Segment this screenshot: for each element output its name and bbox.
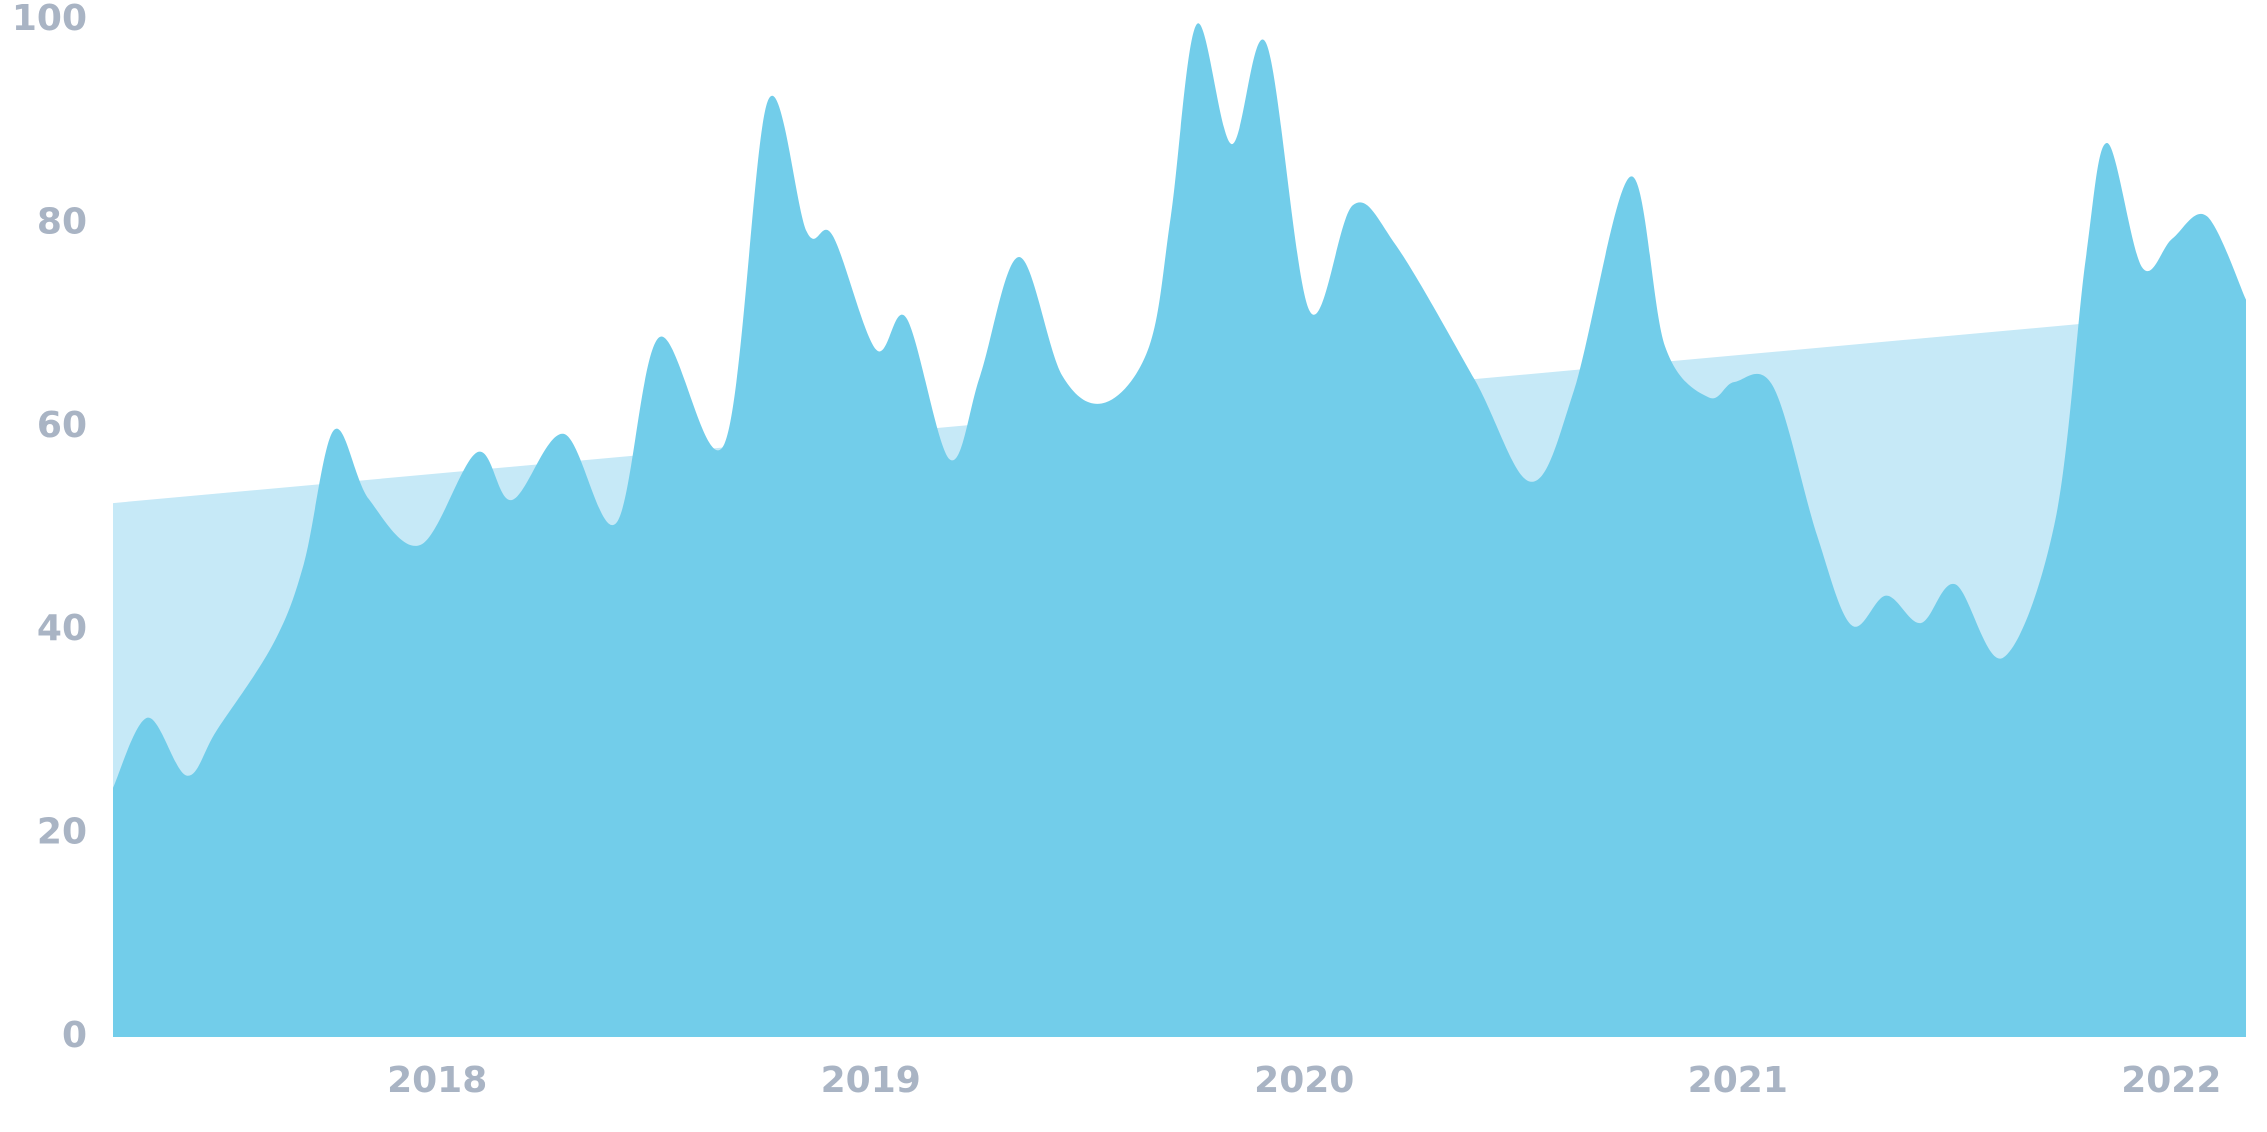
- y-tick-label: 40: [37, 608, 87, 649]
- y-tick-label: 0: [62, 1015, 87, 1056]
- y-tick-label: 100: [12, 0, 87, 39]
- x-tick-label: 2020: [1254, 1060, 1354, 1101]
- x-tick-label: 2019: [821, 1060, 921, 1101]
- y-tick-label: 60: [37, 405, 87, 446]
- x-tick-label: 2018: [387, 1060, 487, 1101]
- x-tick-label: 2021: [1688, 1060, 1788, 1101]
- x-tick-label: 2022: [2121, 1060, 2221, 1101]
- y-tick-label: 80: [37, 201, 87, 242]
- y-tick-label: 20: [37, 812, 87, 853]
- area: [113, 23, 2246, 1037]
